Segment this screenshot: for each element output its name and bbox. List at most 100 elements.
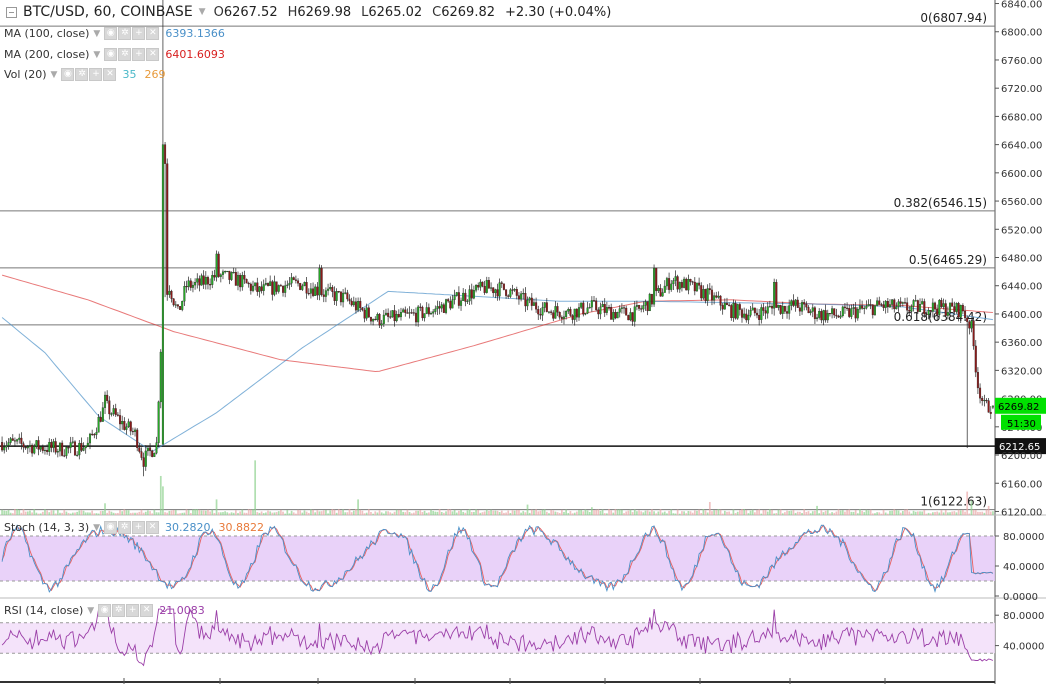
candle-body [888,304,891,308]
candle-body [638,305,641,309]
legend-ma200[interactable]: MA (200, close) ▼ ◉ ✲ + ✕ 6401.6093 [0,48,233,61]
symbol-title[interactable]: BTC/USD, 60, COINBASE [23,4,193,20]
chevron-down-icon[interactable]: ▼ [93,522,101,533]
volume-bar [417,510,420,515]
indicator-buttons[interactable]: ◉ ✲ + ✕ [104,48,160,61]
legend-stoch[interactable]: Stoch (14, 3, 3) ▼ ◉ ✲ + ✕ 30.2820 30.8822 [0,521,272,534]
legend-volume[interactable]: Vol (20) ▼ ◉ ✲ + ✕ 35 269 [0,68,173,81]
plus-icon[interactable]: + [126,604,140,617]
legend-ma100[interactable]: MA (100, close) ▼ ◉ ✲ + ✕ 6393.1366 [0,27,233,40]
candle-body [101,407,104,422]
candle-body [627,315,630,321]
volume-bar [537,511,540,515]
rsi-value: 21.0083 [159,604,205,617]
candle-body [269,281,272,286]
eye-icon[interactable]: ◉ [104,521,118,534]
candle-body [867,304,870,307]
candle-body [813,307,816,320]
candle-body [232,271,235,274]
chevron-down-icon[interactable]: ▼ [50,69,58,80]
volume-bar [522,511,525,515]
candle-body [719,295,722,306]
candle-body [481,281,484,287]
ohlc-high: H6269.98 [287,4,352,20]
plus-icon[interactable]: + [132,27,146,40]
volume-bar [715,510,718,515]
candle-body [959,305,962,318]
volume-bar [350,512,353,515]
candle-body [3,446,6,451]
volume-bar [865,509,868,515]
volume-bar [754,512,756,515]
volume-bar [370,511,372,515]
price-tick-label: 6120.00 [1001,507,1042,518]
candle-body [123,421,126,430]
candle-body [972,320,975,347]
candle-body [144,450,147,467]
close-icon[interactable]: ✕ [146,521,160,534]
candle-body [292,277,295,280]
indicator-buttons[interactable]: ◉ ✲ + ✕ [61,68,117,81]
volume-bar [569,511,572,515]
volume-bar [773,513,776,515]
volume-bar [387,511,389,515]
close-icon[interactable]: ✕ [146,27,160,40]
volume-bar [655,513,658,515]
close-icon[interactable]: ✕ [146,48,160,61]
gear-icon[interactable]: ✲ [112,604,126,617]
candle-body [350,300,353,306]
candle-body [987,400,990,413]
chevron-down-icon[interactable]: ▼ [87,605,95,616]
volume-bar [312,509,314,515]
collapse-icon[interactable] [6,6,17,18]
close-icon[interactable]: ✕ [140,604,154,617]
close-icon[interactable]: ✕ [103,68,117,81]
eye-icon[interactable]: ◉ [61,68,75,81]
gear-icon[interactable]: ✲ [75,68,89,81]
volume-bar [837,509,840,515]
candle-body [916,300,919,312]
indicator-buttons[interactable]: ◉ ✲ + ✕ [104,27,160,40]
ma200-label: MA (200, close) [4,48,90,61]
volume-bar [29,510,31,515]
plus-icon[interactable]: + [132,521,146,534]
legend-rsi[interactable]: RSI (14, close) ▼ ◉ ✲ + ✕ 21.0083 [0,604,213,617]
volume-bar [839,510,842,515]
volume-bar [397,509,400,515]
candle-body [575,308,578,318]
eye-icon[interactable]: ◉ [104,48,118,61]
volume-bar [56,510,59,515]
indicator-buttons[interactable]: ◉ ✲ + ✕ [104,521,160,534]
plus-icon[interactable]: + [132,48,146,61]
candle-body [826,313,829,321]
eye-icon[interactable]: ◉ [98,604,112,617]
gear-icon[interactable]: ✲ [118,48,132,61]
volume-bar [155,512,158,515]
candle-body [610,307,613,320]
candle-body [991,405,994,408]
volume-bar [110,511,113,515]
candle-body [423,313,426,319]
chevron-down-icon[interactable]: ▼ [93,28,101,39]
candle-body [354,301,357,311]
volume-bar [490,509,492,515]
chevron-down-icon[interactable]: ▼ [198,7,206,17]
candle-body [590,300,593,308]
volume-bar [764,510,767,515]
candle-body [67,447,70,449]
volume-bar [284,513,287,515]
price-tick-label: 6560.00 [1001,197,1042,208]
candle-body [689,279,692,282]
gear-icon[interactable]: ✲ [118,27,132,40]
indicator-buttons[interactable]: ◉ ✲ + ✕ [98,604,154,617]
gear-icon[interactable]: ✲ [118,521,132,534]
chevron-down-icon[interactable]: ▼ [93,49,101,60]
eye-icon[interactable]: ◉ [104,27,118,40]
volume-bar [636,511,638,515]
volume-bar [535,509,537,515]
plus-icon[interactable]: + [89,68,103,81]
candle-body [155,442,158,454]
volume-bar [151,513,154,515]
candle-body [404,309,407,313]
